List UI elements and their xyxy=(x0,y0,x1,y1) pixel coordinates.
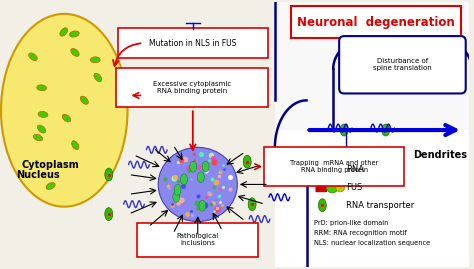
Ellipse shape xyxy=(319,199,326,212)
FancyBboxPatch shape xyxy=(264,147,404,186)
Text: RNA: RNA xyxy=(346,165,364,174)
FancyBboxPatch shape xyxy=(116,68,268,107)
Ellipse shape xyxy=(105,168,113,181)
Text: Excessive cytoplasmic
RNA binding protein: Excessive cytoplasmic RNA binding protei… xyxy=(153,81,231,94)
FancyBboxPatch shape xyxy=(291,6,461,38)
Text: Disturbance of
spine translation: Disturbance of spine translation xyxy=(373,58,432,71)
Ellipse shape xyxy=(1,14,128,207)
Text: Pathological
inclusions: Pathological inclusions xyxy=(177,233,219,246)
Text: Dendrites: Dendrites xyxy=(413,150,467,160)
Ellipse shape xyxy=(243,155,251,168)
Ellipse shape xyxy=(202,161,209,172)
Ellipse shape xyxy=(46,183,55,190)
Ellipse shape xyxy=(190,161,197,172)
FancyBboxPatch shape xyxy=(316,183,327,192)
Text: Cytoplasm: Cytoplasm xyxy=(22,160,80,170)
Text: PrD: PrD xyxy=(148,93,161,98)
Ellipse shape xyxy=(91,57,100,63)
Ellipse shape xyxy=(190,87,208,104)
Ellipse shape xyxy=(71,48,79,56)
Ellipse shape xyxy=(60,28,68,36)
Ellipse shape xyxy=(173,192,180,202)
Ellipse shape xyxy=(199,200,206,211)
Ellipse shape xyxy=(221,231,229,243)
Text: RRM: RRM xyxy=(171,93,187,98)
Ellipse shape xyxy=(37,125,46,133)
FancyBboxPatch shape xyxy=(275,2,469,130)
Text: PrD: prion-like domain: PrD: prion-like domain xyxy=(314,220,389,226)
Ellipse shape xyxy=(38,111,48,118)
Ellipse shape xyxy=(174,185,181,195)
Ellipse shape xyxy=(70,31,79,37)
Text: RNA transporter: RNA transporter xyxy=(346,201,414,210)
Ellipse shape xyxy=(105,208,113,221)
FancyBboxPatch shape xyxy=(142,87,166,103)
Text: NLS: nuclear localization sequence: NLS: nuclear localization sequence xyxy=(314,240,431,246)
Text: RRM: RNA recognition motif: RRM: RNA recognition motif xyxy=(314,230,407,236)
Text: FUS: FUS xyxy=(346,183,362,192)
Ellipse shape xyxy=(181,174,187,185)
Ellipse shape xyxy=(94,73,102,82)
Ellipse shape xyxy=(198,172,204,183)
Ellipse shape xyxy=(36,85,46,91)
Ellipse shape xyxy=(72,141,79,150)
Ellipse shape xyxy=(336,183,345,192)
Ellipse shape xyxy=(80,96,88,104)
Ellipse shape xyxy=(33,134,43,141)
Ellipse shape xyxy=(382,124,390,136)
Ellipse shape xyxy=(158,147,237,221)
Text: Trapping  mRNA and other
RNA binding protein: Trapping mRNA and other RNA binding prot… xyxy=(290,160,378,173)
Ellipse shape xyxy=(29,53,37,61)
Ellipse shape xyxy=(248,198,256,211)
FancyBboxPatch shape xyxy=(339,36,466,93)
Ellipse shape xyxy=(340,124,348,136)
Ellipse shape xyxy=(165,84,193,106)
Ellipse shape xyxy=(326,182,338,193)
Text: Nucleus: Nucleus xyxy=(16,169,59,179)
Text: Neuronal  degeneration: Neuronal degeneration xyxy=(297,16,455,29)
FancyBboxPatch shape xyxy=(118,28,268,58)
FancyBboxPatch shape xyxy=(137,223,258,257)
Ellipse shape xyxy=(62,114,71,122)
Text: Mutation in NLS in FUS: Mutation in NLS in FUS xyxy=(149,38,237,48)
Text: NLS: NLS xyxy=(193,93,205,98)
FancyBboxPatch shape xyxy=(275,2,469,267)
